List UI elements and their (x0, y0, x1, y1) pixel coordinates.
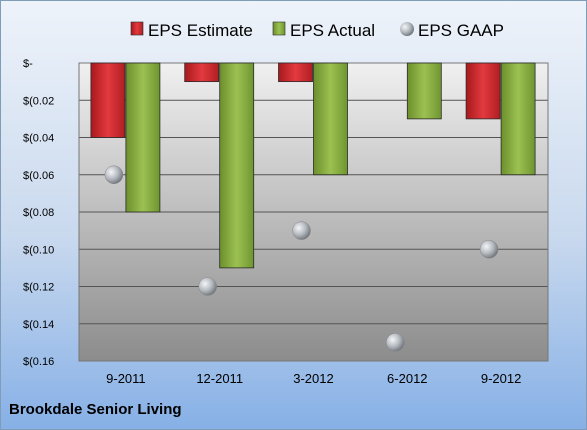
y-tick-label: $(0.14 (23, 319, 54, 331)
x-tick-label: 9-2012 (481, 371, 521, 386)
legend-eps-estimate-label: EPS Estimate (148, 21, 253, 40)
y-tick-label: $(0.08 (23, 207, 54, 219)
eps-actual-bar (500, 62, 536, 176)
eps-actual-bar (406, 62, 442, 120)
eps-actual-bar (125, 62, 161, 213)
y-tick-label: $(0.10 (23, 244, 54, 256)
eps-gaap-marker (386, 333, 405, 352)
x-tick-label: 3-2012 (293, 371, 333, 386)
x-tick-label: 12-2011 (196, 371, 243, 386)
y-tick-label: $(0.06 (23, 170, 54, 182)
eps-estimate-bar (90, 62, 126, 138)
x-tick-label: 9-2011 (106, 371, 146, 386)
eps-actual-bar (219, 62, 255, 269)
eps-estimate-bar (465, 62, 501, 120)
eps-gaap-marker (104, 165, 124, 184)
company-name: Brookdale Senior Living (9, 401, 182, 418)
eps-estimate-bar (278, 62, 313, 83)
x-tick-label: 6-2012 (387, 371, 427, 386)
eps-gaap-marker (292, 221, 311, 240)
legend-eps-gaap-swatch (400, 22, 414, 36)
legend-eps-gaap-label: EPS GAAP (418, 21, 504, 40)
eps-estimate-bar (184, 62, 220, 83)
legend-eps-actual-label: EPS Actual (290, 21, 375, 40)
y-tick-label: $- (23, 58, 33, 70)
legend-eps-actual-swatch (272, 21, 286, 36)
y-tick-label: $(0.02 (23, 95, 54, 107)
y-tick-label: $(0.16 (23, 356, 54, 368)
eps-actual-bar (313, 62, 348, 176)
eps-gaap-marker (479, 240, 499, 259)
legend-eps-estimate-swatch (130, 21, 144, 36)
y-tick-label: $(0.12 (23, 282, 54, 294)
eps-gaap-marker (198, 277, 217, 296)
y-tick-label: $(0.04 (23, 133, 54, 145)
